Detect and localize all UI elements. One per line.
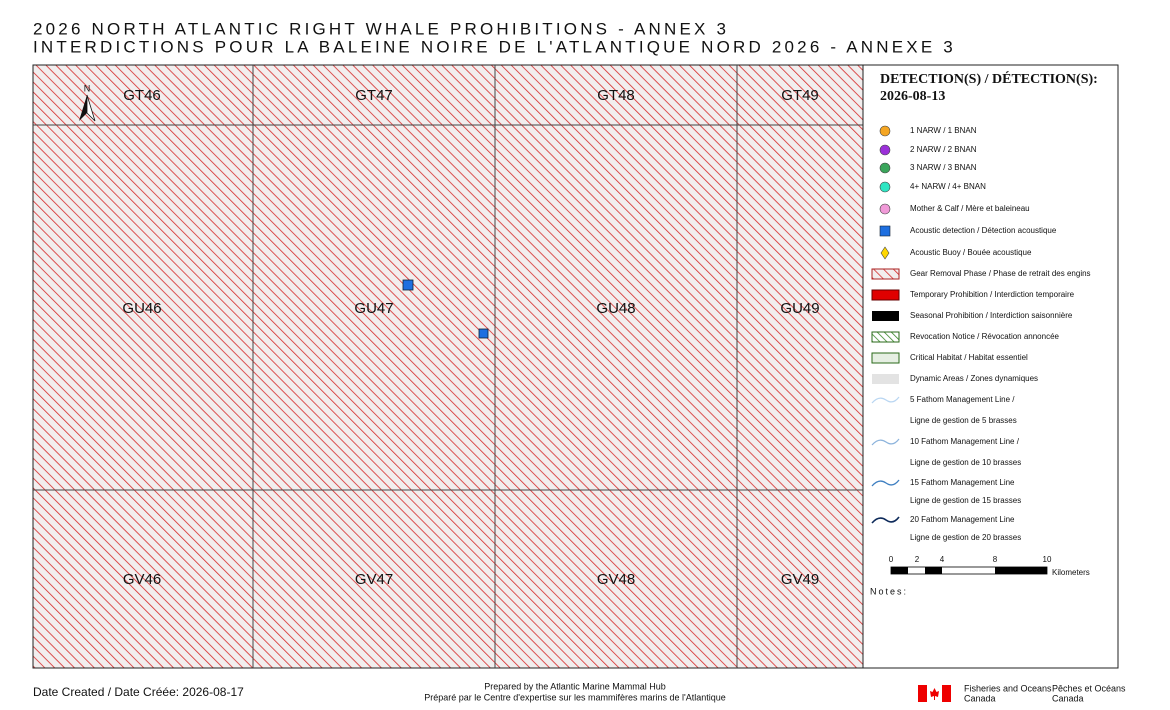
legend-item: 2 NARW / 2 BNAN [910,145,977,154]
notes: Notes: [870,586,908,596]
date-created: Date Created / Date Créée: 2026-08-17 [33,685,244,699]
legend-item: 20 Fathom Management Line [910,515,1015,524]
cell-label: GU48 [596,300,635,317]
cell-label: GT46 [123,87,161,104]
scale-bar: 0 2 4 8 10 Kilometers [889,555,1090,577]
dept-en: Canada [964,693,996,703]
north-label: N [84,83,91,93]
cell-labels: GT46 GT47 GT48 GT49 GU46 GU47 GU48 GU49 … [122,87,819,588]
legend-item: Mother & Calf / Mère et baleineau [910,204,1030,213]
legend-panel [862,64,1119,669]
legend-item: 5 Fathom Management Line / [910,395,1015,404]
legend-item: 15 Fathom Management Line [910,478,1015,487]
legend-item: Seasonal Prohibition / Interdiction sais… [910,311,1073,320]
cell-label: GV46 [123,571,161,588]
legend-item: Ligne de gestion de 10 brasses [910,458,1021,467]
title-en: 2026 NORTH ATLANTIC RIGHT WHALE PROHIBIT… [33,19,729,38]
legend-item: Critical Habitat / Habitat essentiel [910,353,1028,362]
cell-label: GT47 [355,87,393,104]
cell-label: GU49 [780,300,819,317]
scale-unit: Kilometers [1052,568,1090,577]
footer: Date Created / Date Créée: 2026-08-17 Pr… [33,681,1126,703]
legend-texts: 1 NARW / 1 BNAN 2 NARW / 2 BNAN 3 NARW / 3… [910,126,1091,542]
legend-item: Ligne de gestion de 15 brasses [910,496,1021,505]
north-arrow: N [79,83,96,122]
map: GT46 GT47 GT48 GT49 GU46 GU47 GU48 GU49 … [32,64,864,669]
dept-en: Fisheries and Oceans [964,683,1052,693]
legend-item: Revocation Notice / Révocation annoncée [910,332,1060,341]
scale-label: 10 [1043,555,1052,564]
cell-label: GV49 [781,571,819,588]
prepared-fr: Préparé par le Centre d'expertise sur le… [424,692,726,702]
legend-item: Gear Removal Phase / Phase de retrait de… [910,269,1091,278]
cell-label: GU47 [354,300,393,317]
legend-item: Acoustic Buoy / Bouée acoustique [910,248,1032,257]
scale-label: 0 [889,555,894,564]
legend: DETECTION(S) / DÉTECTION(S): 2026-08-13 … [862,64,1119,669]
scale-label: 2 [915,555,920,564]
cell-label: GU46 [122,300,161,317]
legend-item: Temporary Prohibition / Interdiction tem… [910,290,1075,299]
acoustic-detection [402,279,414,291]
dept-fr: Canada [1052,693,1084,703]
scale-label: 8 [993,555,998,564]
canada-flag [918,685,951,702]
grid [33,65,863,668]
map-area [32,64,864,669]
legend-item: Ligne de gestion de 20 brasses [910,533,1021,542]
cell-label: GV47 [355,571,393,588]
cell-label: GT49 [781,87,819,104]
legend-item: Ligne de gestion de 5 brasses [910,416,1017,425]
legend-item: 4+ NARW / 4+ BNAN [910,182,986,191]
cell-label: GV48 [597,571,635,588]
legend-item: Dynamic Areas / Zones dynamiques [910,374,1038,383]
scale-label: 4 [940,555,945,564]
legend-item: Acoustic detection / Détection acoustiqu… [910,226,1057,235]
legend-item: 3 NARW / 3 BNAN [910,163,977,172]
legend-item: 1 NARW / 1 BNAN [910,126,977,135]
acoustic-detection [478,328,489,339]
legend-item: 10 Fathom Management Line / [910,437,1020,446]
cell-label: GT48 [597,87,635,104]
prepared-en: Prepared by the Atlantic Marine Mammal H… [484,681,666,691]
dept-fr: Pêches et Océans [1052,683,1126,693]
legend-title: DETECTION(S) / DÉTECTION(S): [880,70,1098,87]
title-fr: INTERDICTIONS POUR LA BALEINE NOIRE DE L… [33,37,956,56]
legend-date: 2026-08-13 [880,89,945,104]
